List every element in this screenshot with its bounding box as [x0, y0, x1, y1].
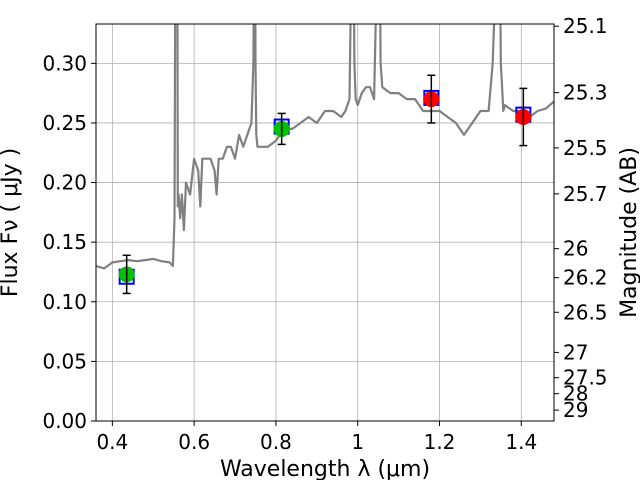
y-tick-label: 0.25 [42, 111, 87, 135]
x-tick-label: 0.4 [96, 430, 128, 454]
x-tick-label: 1.2 [424, 430, 456, 454]
y2-tick-label: 25.7 [563, 182, 608, 206]
photometry-points [118, 74, 532, 295]
y2-tick-label: 28 [563, 382, 588, 406]
spectrum [96, 24, 554, 270]
y-tick-label: 0.10 [42, 290, 87, 314]
y2-tick-label: 29 [563, 398, 588, 422]
y-tick-label: 0.20 [42, 171, 87, 195]
y2-tick-label: 27 [563, 340, 588, 364]
plot-frame [95, 23, 555, 422]
y-tick-label: 0.30 [42, 51, 87, 75]
y2-tick-label: 26 [563, 237, 588, 261]
x-tick-label: 0.6 [178, 430, 210, 454]
x-tick-label: 1 [351, 430, 364, 454]
y2-tick-label: 25.5 [563, 136, 608, 160]
x-axis-label: Wavelength λ (μm) [220, 457, 430, 480]
y2-axis-label: Magnitude (AB) [617, 147, 640, 318]
y-tick-label: 0.15 [42, 230, 87, 254]
y2-tick-label: 26.5 [563, 300, 608, 324]
spectrum-line [96, 24, 554, 270]
grid [96, 24, 554, 422]
y-axis-label: Flux Fν ( μJy ) [0, 148, 23, 297]
y2-tick-label: 26.2 [563, 266, 608, 290]
y2-tick-label: 25.1 [563, 14, 608, 38]
y-tick-label: 0.05 [42, 349, 87, 373]
y2-tick-label: 25.3 [563, 81, 608, 105]
axis-ticks: 0.4 0.6 0.8 1 1.2 1.4 0.00 0.05 0.10 0.15 0.20 0.25… [42, 14, 607, 454]
x-tick-label: 1.4 [505, 430, 537, 454]
y-tick-label: 0.00 [42, 409, 87, 433]
y2-tick-label: 27.5 [563, 366, 608, 390]
x-tick-label: 0.8 [260, 430, 292, 454]
